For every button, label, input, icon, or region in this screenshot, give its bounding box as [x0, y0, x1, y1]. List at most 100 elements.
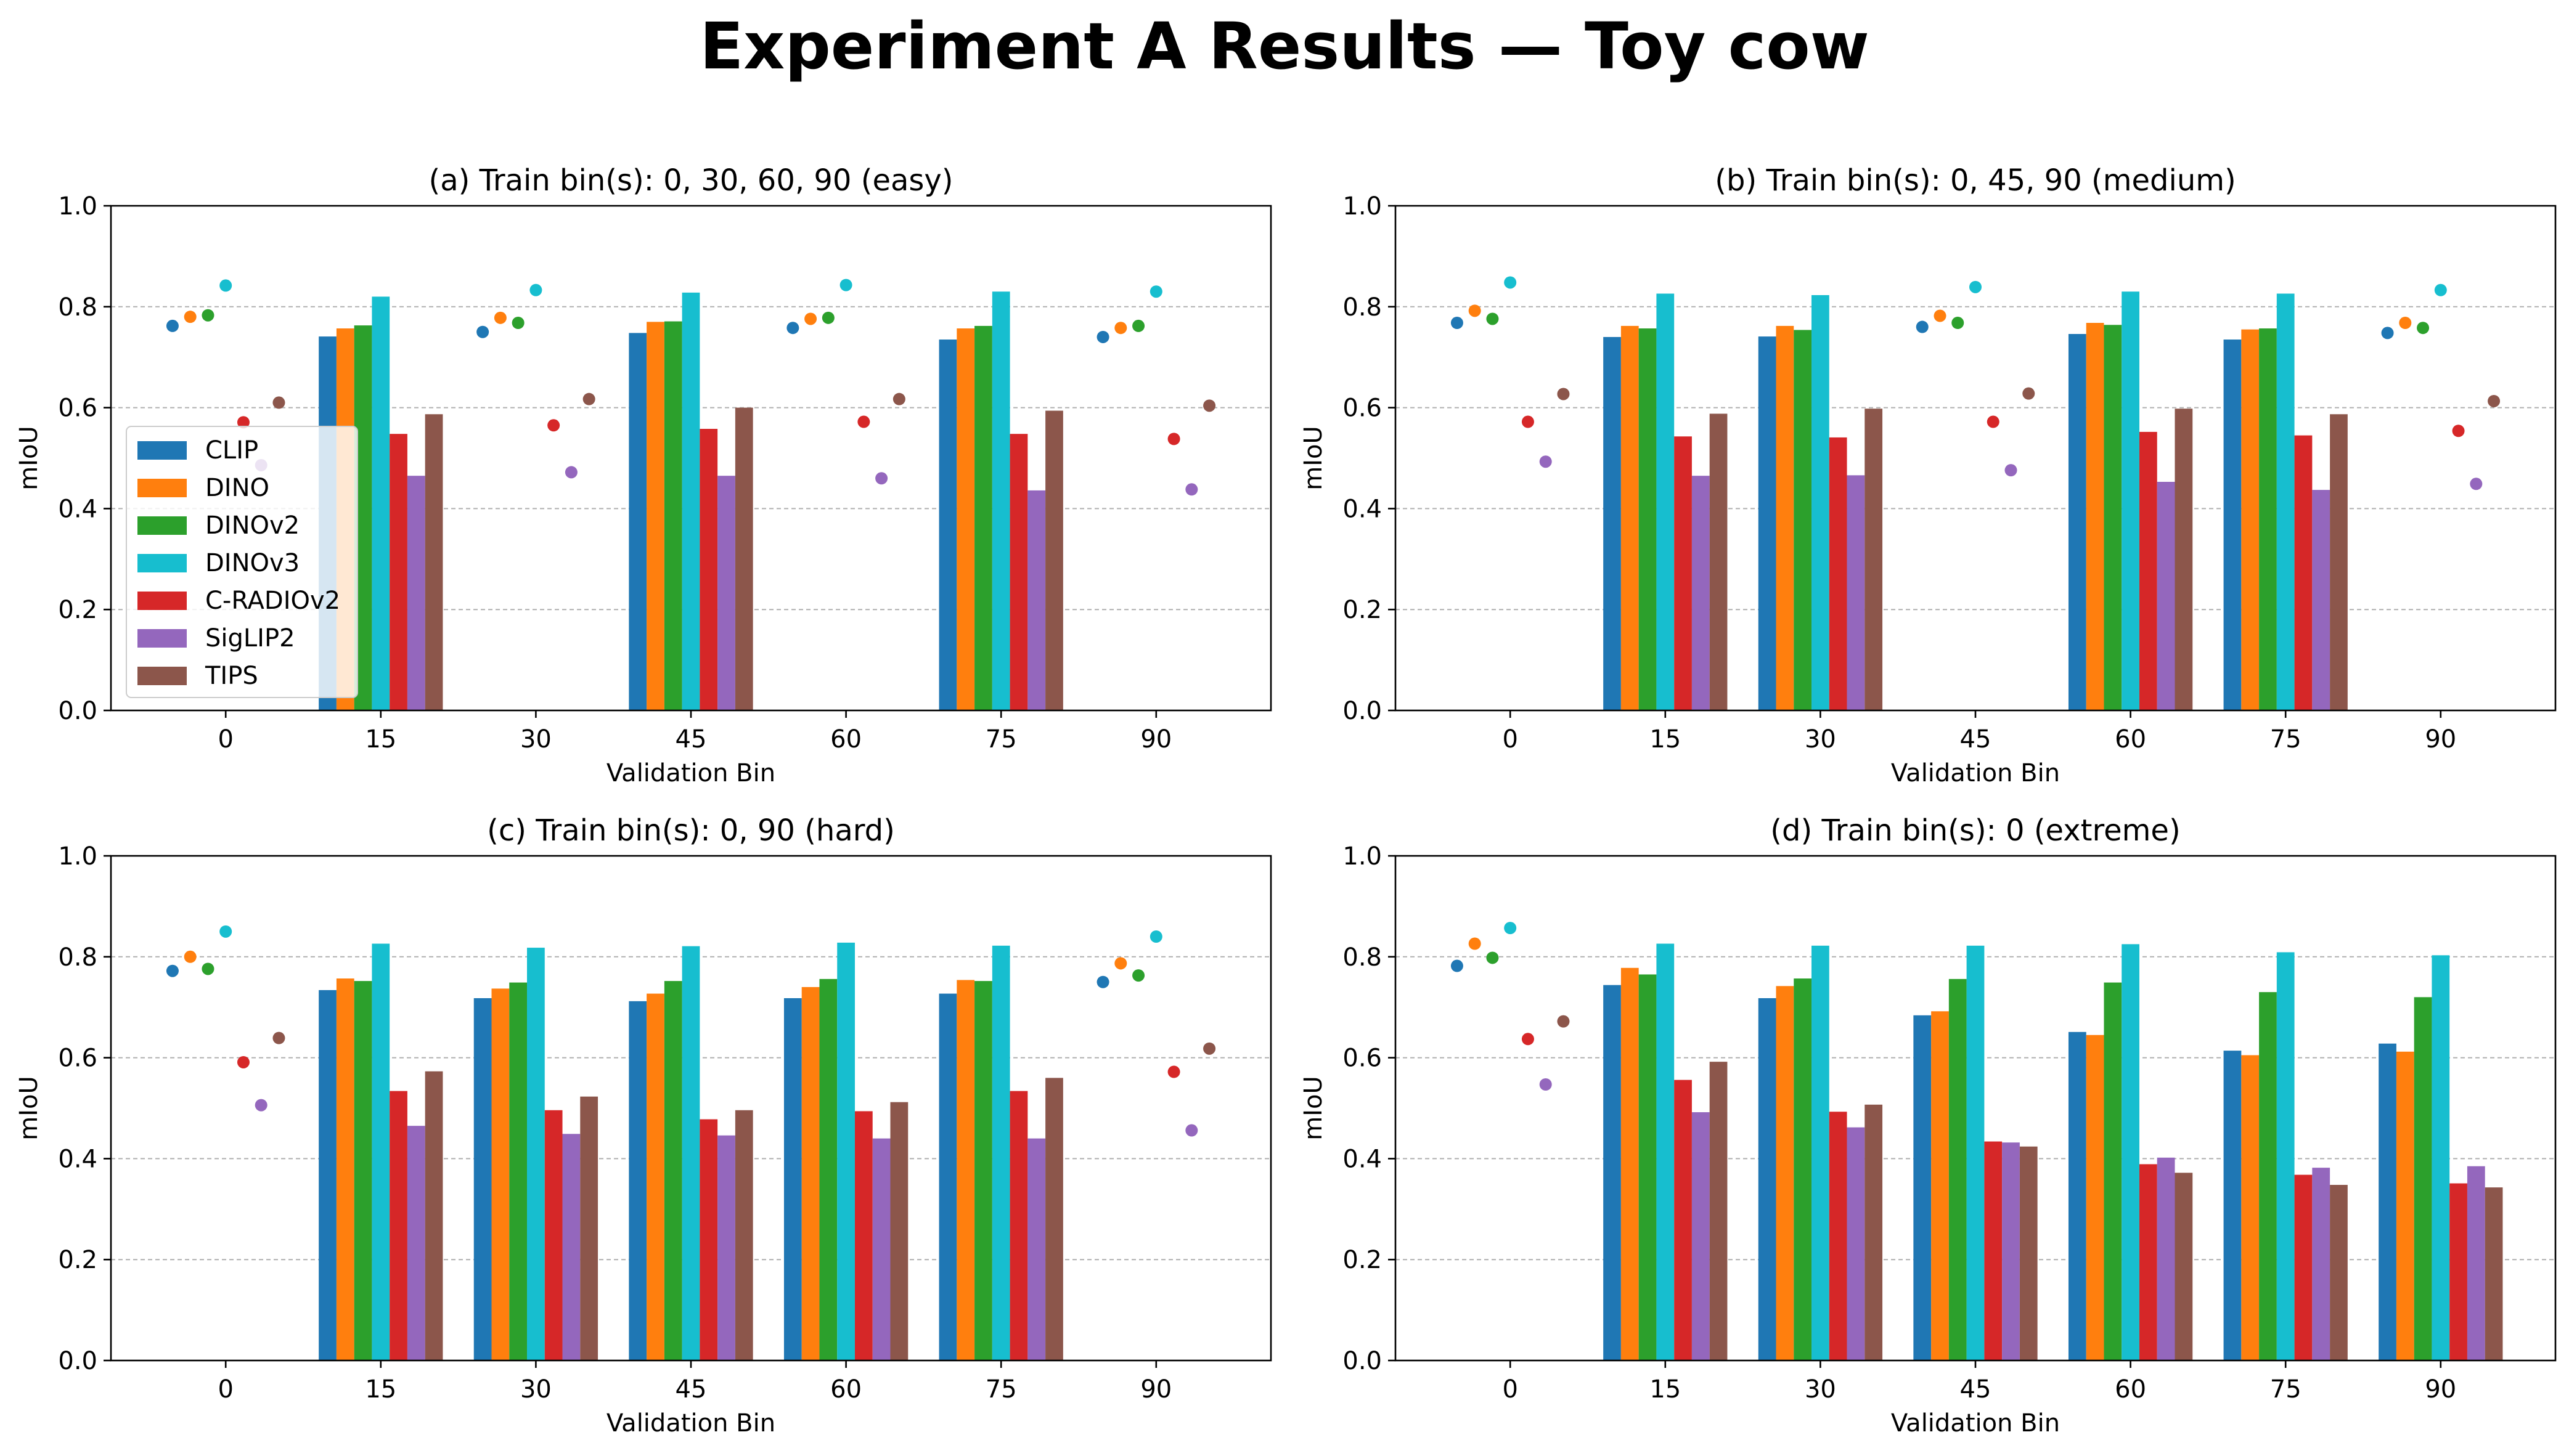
bar-tips-30: [1864, 1104, 1883, 1360]
point-cradiov2-30: [547, 419, 560, 432]
bar-dino-60: [2086, 323, 2104, 710]
y-tick-label-4: 0.8: [1342, 943, 1382, 972]
point-cradiov2-0: [237, 416, 250, 429]
x-tick-label-6: 90: [1140, 1375, 1172, 1404]
bar-dino-75: [2241, 1055, 2260, 1360]
bar-siglip2-90: [2467, 1166, 2485, 1360]
point-clip-0: [1450, 317, 1463, 330]
point-cradiov2-0: [1521, 1033, 1534, 1046]
legend-label-cradiov2: C-RADIOv2: [205, 587, 340, 615]
y-tick-label-1: 0.2: [58, 1246, 97, 1274]
y-tick-label-5: 1.0: [58, 842, 97, 871]
bar-clip-75: [939, 993, 957, 1360]
x-tick-label-5: 75: [986, 725, 1017, 754]
point-tips-90: [1203, 399, 1216, 412]
bar-clip-45: [629, 1001, 647, 1360]
bar-dinov2-30: [509, 982, 528, 1360]
x-tick-label-5: 75: [2270, 725, 2301, 754]
bar-dinov3-75: [2276, 952, 2295, 1360]
point-dino-0: [184, 311, 197, 323]
bar-tips-60: [890, 1102, 909, 1360]
y-tick-label-0: 0.0: [1342, 697, 1382, 725]
point-clip-0: [166, 964, 179, 977]
bar-dinov3-90: [2432, 955, 2450, 1360]
bar-clip-75: [2223, 1051, 2242, 1360]
point-tips-45: [2022, 387, 2035, 400]
bar-clip-60: [2068, 334, 2086, 710]
bar-dino-75: [957, 328, 975, 710]
y-tick-label-3: 0.6: [58, 394, 97, 423]
point-cradiov2-90: [1167, 1065, 1180, 1078]
bar-dinov2-15: [354, 981, 372, 1360]
bar-dino-90: [2396, 1051, 2414, 1360]
bar-cradiov2-15: [390, 434, 407, 710]
point-dinov3-0: [219, 279, 232, 292]
point-tips-30: [582, 392, 595, 405]
point-clip-90: [1097, 975, 1109, 988]
legend-swatch-tips: [137, 667, 187, 685]
x-tick-label-3: 45: [1960, 725, 1991, 754]
bar-dinov3-45: [682, 292, 700, 710]
y-tick-label-1: 0.2: [1342, 596, 1382, 624]
point-tips-0: [272, 1031, 285, 1044]
bar-siglip2-45: [2002, 1142, 2020, 1360]
bar-dinov2-75: [2259, 328, 2277, 710]
panel-title-b: (b) Train bin(s): 0, 45, 90 (medium): [1715, 163, 2236, 198]
point-clip-90: [2381, 327, 2394, 340]
point-tips-60: [892, 392, 905, 405]
bar-siglip2-45: [717, 1135, 735, 1360]
bar-siglip2-15: [407, 1126, 425, 1360]
bar-siglip2-60: [2157, 1157, 2175, 1360]
figure-title: Experiment A Results — Toy cow: [700, 9, 1869, 84]
x-axis-label: Validation Bin: [607, 1409, 775, 1438]
y-tick-label-4: 0.8: [58, 943, 97, 972]
x-axis-label: Validation Bin: [607, 759, 775, 787]
bar-siglip2-60: [872, 1138, 891, 1360]
bar-clip-30: [473, 998, 492, 1360]
x-tick-label-4: 60: [2115, 1375, 2146, 1404]
y-tick-label-3: 0.6: [1342, 1044, 1382, 1073]
bar-cradiov2-30: [1829, 437, 1847, 710]
bar-clip-15: [1603, 336, 1621, 710]
x-tick-label-1: 15: [1649, 1375, 1681, 1404]
point-siglip2-0: [1539, 1078, 1552, 1091]
bar-cradiov2-45: [1984, 1141, 2003, 1360]
bar-tips-60: [2175, 1173, 2193, 1360]
y-tick-label-2: 0.4: [1342, 495, 1382, 523]
chart-panel-b: 0.0 0.2 0.4 0.6 0.8 1.0 0 15 30 45 60 75 90 (b) Train…: [1299, 163, 2557, 787]
bar-siglip2-15: [1691, 476, 1710, 710]
bar-dinov2-90: [2414, 997, 2432, 1360]
point-dinov3-0: [219, 925, 232, 938]
bar-cradiov2-15: [1674, 436, 1692, 710]
x-tick-label-2: 30: [1805, 1375, 1836, 1404]
legend-swatch-siglip2: [137, 629, 187, 648]
bar-tips-45: [2019, 1146, 2038, 1360]
bar-dinov2-45: [664, 321, 682, 710]
bar-dino-30: [1776, 986, 1794, 1360]
bar-clip-45: [629, 333, 647, 710]
bar-dinov3-15: [372, 943, 390, 1360]
x-tick-label-5: 75: [2270, 1375, 2301, 1404]
point-dinov2-0: [1486, 312, 1499, 325]
bar-dino-75: [2241, 329, 2260, 710]
bar-tips-45: [735, 407, 753, 710]
point-tips-0: [1557, 1015, 1570, 1028]
bar-cradiov2-60: [2139, 1164, 2157, 1360]
x-tick-label-3: 45: [676, 725, 707, 754]
point-dinov3-0: [1504, 276, 1517, 289]
point-clip-0: [1450, 959, 1463, 972]
point-cradiov2-60: [857, 415, 870, 428]
bar-siglip2-75: [1027, 1138, 1046, 1360]
point-dino-45: [1934, 309, 1946, 322]
y-tick-label-2: 0.4: [58, 495, 97, 523]
bar-siglip2-30: [1847, 475, 1865, 710]
x-tick-label-0: 0: [1502, 725, 1517, 754]
bar-tips-15: [1709, 1062, 1728, 1360]
bar-dinov2-45: [1948, 978, 1967, 1360]
legend-swatch-dinov3: [137, 554, 187, 572]
point-dinov3-0: [1504, 922, 1517, 935]
bar-dinov3-60: [2122, 291, 2139, 710]
legend-label-tips: TIPS: [205, 662, 258, 690]
x-tick-label-6: 90: [1140, 725, 1172, 754]
legend-swatch-cradiov2: [137, 592, 187, 610]
